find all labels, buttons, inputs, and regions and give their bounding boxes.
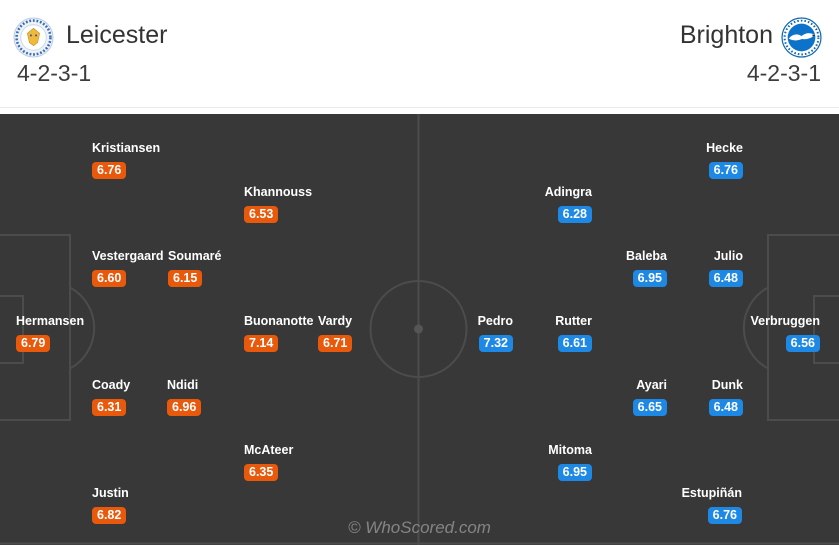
left-goal-area xyxy=(0,295,24,364)
player-away[interactable]: Rutter 6.61 xyxy=(555,314,592,352)
player-name: Estupiñán xyxy=(681,486,742,500)
player-rating-badge: 6.65 xyxy=(632,399,667,416)
player-name: Dunk xyxy=(711,378,743,392)
player-name: Verbruggen xyxy=(750,314,820,328)
right-penalty-area xyxy=(767,234,839,421)
player-name: Ndidi xyxy=(167,378,199,392)
player-rating-badge: 6.56 xyxy=(785,335,820,352)
player-away[interactable]: Pedro 7.32 xyxy=(478,314,513,352)
player-rating-badge: 7.14 xyxy=(244,335,279,352)
player-away[interactable]: Adingra 6.28 xyxy=(545,185,592,223)
player-rating-badge: 6.48 xyxy=(708,399,743,416)
right-goal-area xyxy=(813,295,839,364)
player-name: McAteer xyxy=(244,443,294,457)
player-name: Hermansen xyxy=(16,314,85,328)
leicester-crest-icon xyxy=(13,17,54,58)
player-name: Ayari xyxy=(636,378,667,392)
player-rating-badge: 6.82 xyxy=(92,507,127,524)
player-name: Kristiansen xyxy=(92,141,161,155)
player-away[interactable]: Dunk 6.48 xyxy=(708,378,743,416)
player-home[interactable]: Vestergaard 6.60 xyxy=(92,249,164,287)
player-rating-badge: 6.71 xyxy=(318,335,353,352)
right-penalty-arc xyxy=(742,286,769,370)
player-home[interactable]: Soumaré 6.15 xyxy=(168,249,222,287)
player-name: Vardy xyxy=(318,314,353,328)
player-away[interactable]: Julio 6.48 xyxy=(708,249,743,287)
player-rating-badge: 6.60 xyxy=(92,270,127,287)
player-rating-badge: 6.61 xyxy=(557,335,592,352)
away-team-name[interactable]: Brighton xyxy=(679,21,773,49)
away-formation: 4-2-3-1 xyxy=(746,60,821,86)
pitch-markings xyxy=(0,114,839,545)
player-name: Rutter xyxy=(555,314,592,328)
player-rating-badge: 6.95 xyxy=(557,464,592,481)
player-home[interactable]: Vardy 6.71 xyxy=(318,314,353,352)
player-home[interactable]: Justin 6.82 xyxy=(92,486,129,524)
player-home[interactable]: Kristiansen 6.76 xyxy=(92,141,160,179)
player-name: Vestergaard xyxy=(92,249,164,263)
player-name: Khannouss xyxy=(244,185,313,199)
centre-circle xyxy=(369,280,468,378)
player-rating-badge: 6.35 xyxy=(244,464,279,481)
player-name: Hecke xyxy=(706,141,743,155)
player-rating-badge: 6.76 xyxy=(708,162,743,179)
player-away[interactable]: Verbruggen 6.56 xyxy=(751,314,820,352)
match-header: Leicester 4-2-3-1 Brighton 4-2-3-1 xyxy=(0,0,839,108)
player-rating-badge: 6.15 xyxy=(168,270,203,287)
player-rating-badge: 6.95 xyxy=(632,270,667,287)
player-rating-badge: 6.28 xyxy=(557,206,592,223)
player-name: Mitoma xyxy=(548,443,592,457)
left-penalty-area xyxy=(0,234,71,421)
watermark: © WhoScored.com xyxy=(348,518,491,537)
player-rating-badge: 6.53 xyxy=(244,206,279,223)
player-name: Adingra xyxy=(544,185,592,199)
brighton-crest-icon xyxy=(781,17,822,58)
player-away[interactable]: Ayari 6.65 xyxy=(632,378,667,416)
player-name: Buonanotte xyxy=(244,314,314,328)
home-formation: 4-2-3-1 xyxy=(17,60,92,86)
player-rating-badge: 6.79 xyxy=(16,335,51,352)
player-home[interactable]: Hermansen 6.79 xyxy=(16,314,84,352)
player-away[interactable]: Mitoma 6.95 xyxy=(548,443,592,481)
centre-spot xyxy=(414,324,423,334)
player-rating-badge: 6.48 xyxy=(708,270,743,287)
player-away[interactable]: Hecke 6.76 xyxy=(706,141,743,179)
player-rating-badge: 6.96 xyxy=(167,399,202,416)
player-away[interactable]: Estupiñán 6.76 xyxy=(682,486,742,524)
player-home[interactable]: McAteer 6.35 xyxy=(244,443,293,481)
player-name: Justin xyxy=(92,486,129,500)
player-name: Soumaré xyxy=(168,249,222,263)
player-away[interactable]: Baleba 6.95 xyxy=(626,249,667,287)
player-rating-badge: 6.76 xyxy=(92,162,127,179)
player-home[interactable]: Ndidi 6.96 xyxy=(167,378,202,416)
player-home[interactable]: Buonanotte 7.14 xyxy=(244,314,313,352)
home-team-name[interactable]: Leicester xyxy=(66,21,168,49)
player-name: Julio xyxy=(713,249,743,263)
player-home[interactable]: Coady 6.31 xyxy=(92,378,130,416)
pitch: Hermansen 6.79 Kristiansen 6.76 Vestergaard 6… xyxy=(0,114,839,545)
player-name: Baleba xyxy=(626,249,667,263)
player-name: Coady xyxy=(92,378,131,392)
left-penalty-arc xyxy=(69,286,96,370)
player-rating-badge: 6.31 xyxy=(92,399,127,416)
player-rating-badge: 7.32 xyxy=(478,335,513,352)
player-name: Pedro xyxy=(477,314,513,328)
player-home[interactable]: Khannouss 6.53 xyxy=(244,185,312,223)
player-rating-badge: 6.76 xyxy=(707,507,742,524)
